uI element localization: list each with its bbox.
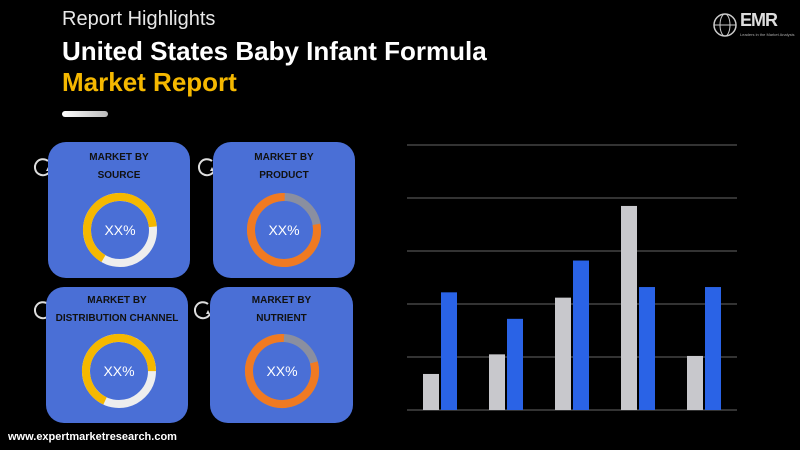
donut-ring [245, 334, 319, 408]
bar-series-1 [687, 355, 703, 410]
donut-value: XX% [104, 222, 135, 238]
bar-series-2 [441, 292, 457, 410]
report-title-line2: Market Report [62, 67, 237, 97]
market-card-source: MARKET BY SOURCE XX% [48, 142, 190, 278]
bar-series-1 [423, 373, 439, 410]
donut-chart: XX% [245, 334, 319, 408]
report-title-line1: United States Baby Infant Formula [62, 36, 487, 66]
card-label-line1: MARKET BY [89, 152, 149, 163]
market-card-nutrient: MARKET BY NUTRIENT XX% [210, 287, 353, 423]
logo-mark: EMR [740, 10, 778, 30]
donut-value: XX% [103, 363, 134, 379]
donut-chart: XX% [81, 334, 156, 408]
donut-chart: XX% [82, 193, 157, 267]
logo-tagline: Leaders in the Market Analysis [740, 32, 795, 37]
globe-icon [713, 13, 737, 37]
bar-series-2 [573, 260, 589, 410]
market-card-distribution-channel: MARKET BY DISTRIBUTION CHANNEL XX% [46, 287, 188, 423]
bar-series-2 [639, 287, 655, 410]
market-card-product: MARKET BY PRODUCT XX% [213, 142, 355, 278]
card-label-line1: MARKET BY [87, 295, 147, 306]
donut-value: XX% [266, 363, 297, 379]
donut-value: XX% [268, 222, 299, 238]
cycle-arrow-icon [193, 301, 211, 320]
emr-logo: EMR Leaders in the Market Analysis [712, 8, 794, 42]
card-label-line2: SOURCE [97, 170, 141, 181]
card-label-line2: DISTRIBUTION CHANNEL [55, 313, 179, 324]
bar-chart [407, 144, 737, 411]
bar-series-1 [555, 297, 571, 410]
title-divider [62, 111, 108, 117]
card-label-line2: PRODUCT [259, 170, 309, 181]
donut-chart: XX% [247, 193, 321, 267]
card-label-line1: MARKET BY [254, 152, 314, 163]
bar-series-2 [507, 318, 523, 410]
report-subtitle: Report Highlights [62, 8, 216, 30]
donut-ring [81, 334, 156, 408]
footer-url[interactable]: www.expertmarketresearch.com [8, 431, 177, 443]
bar-series-1 [489, 354, 505, 410]
card-label-line2: NUTRIENT [256, 313, 307, 324]
donut-ring [82, 193, 157, 267]
bar-series-1 [621, 205, 637, 410]
bar-series-2 [705, 287, 721, 410]
card-label-line1: MARKET BY [251, 295, 312, 306]
